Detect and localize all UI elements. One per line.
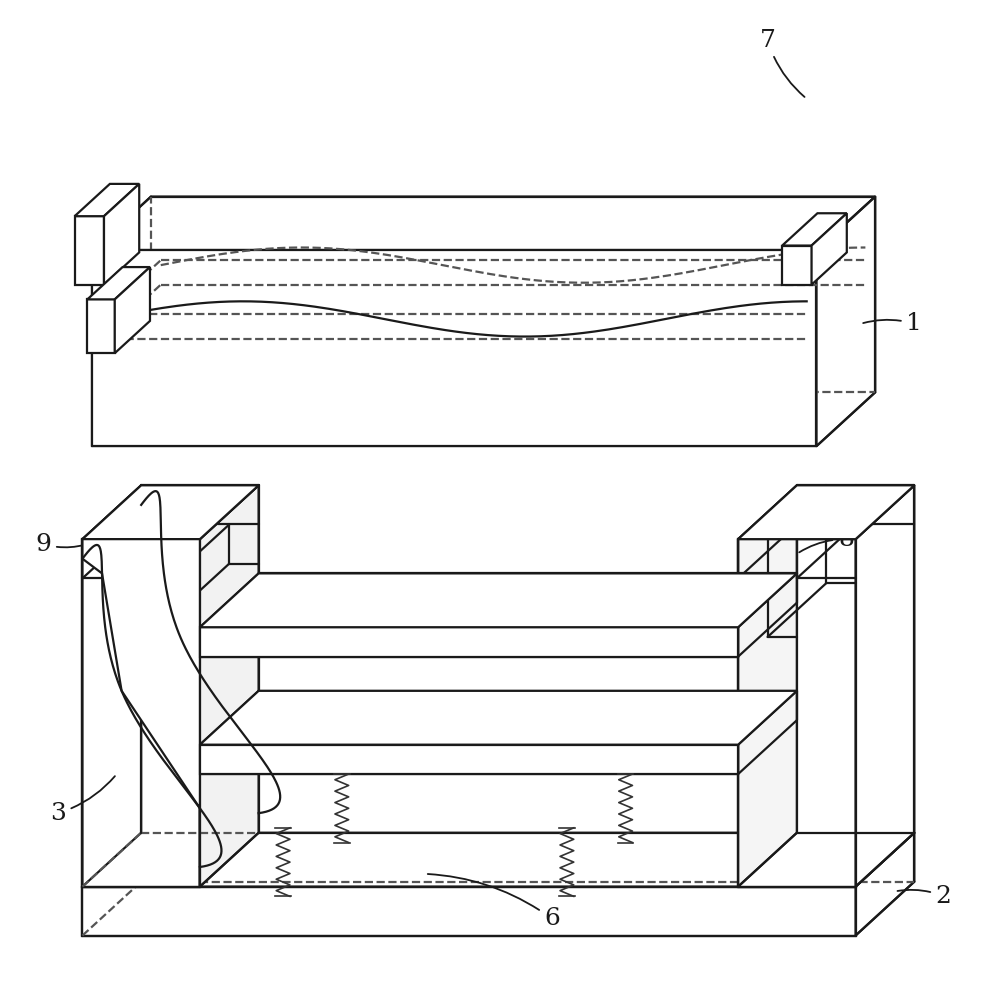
Polygon shape (738, 539, 855, 887)
Polygon shape (200, 485, 258, 887)
Polygon shape (83, 539, 200, 887)
Text: 8: 8 (799, 528, 853, 552)
Text: 7: 7 (759, 29, 804, 97)
Polygon shape (200, 745, 738, 774)
Polygon shape (75, 184, 139, 216)
Polygon shape (738, 485, 796, 887)
Text: 3: 3 (89, 314, 119, 384)
Polygon shape (88, 267, 150, 299)
Text: 3: 3 (50, 776, 114, 825)
Text: 2: 2 (896, 885, 951, 908)
Polygon shape (151, 197, 875, 392)
Polygon shape (83, 887, 855, 936)
Polygon shape (200, 627, 738, 657)
Polygon shape (75, 216, 104, 285)
Polygon shape (83, 485, 141, 887)
Polygon shape (815, 197, 875, 446)
Polygon shape (104, 184, 139, 285)
Polygon shape (200, 573, 796, 627)
Polygon shape (855, 833, 913, 936)
Polygon shape (782, 213, 846, 246)
Polygon shape (83, 833, 913, 887)
Polygon shape (83, 485, 258, 539)
Polygon shape (114, 267, 150, 353)
Text: 9: 9 (35, 533, 85, 556)
Polygon shape (92, 197, 875, 250)
Text: 6: 6 (427, 874, 560, 930)
Polygon shape (810, 213, 846, 285)
Polygon shape (200, 691, 796, 745)
Polygon shape (782, 246, 810, 285)
Polygon shape (855, 485, 913, 887)
Polygon shape (88, 299, 114, 353)
Polygon shape (83, 539, 200, 887)
Polygon shape (92, 250, 815, 446)
Text: 1: 1 (863, 312, 921, 335)
Polygon shape (738, 485, 913, 539)
